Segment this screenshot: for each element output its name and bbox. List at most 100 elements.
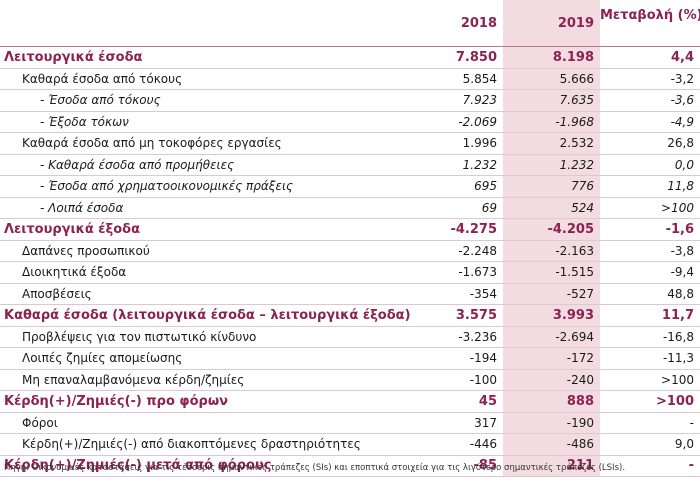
value-2018: 695 — [405, 175, 503, 198]
value-2018: 317 — [405, 412, 503, 434]
value-2018: 7.923 — [405, 89, 503, 112]
value-2018: -354 — [405, 283, 503, 305]
table-row: Καθαρά έσοδα από τόκους 5.854 5.666 -3,2 — [0, 68, 700, 90]
table-row: Λειτουργικά έξοδα -4.275 -4.205 -1,6 — [0, 218, 700, 241]
header-label-cell — [0, 0, 405, 47]
value-change: 26,8 — [600, 132, 700, 155]
value-2019: -190 — [503, 412, 600, 434]
value-2018: -1.673 — [405, 261, 503, 284]
value-change: 4,4 — [600, 46, 700, 69]
row-label: Καθαρά έσοδα από τόκους — [0, 68, 405, 90]
value-change: -1,6 — [600, 218, 700, 241]
value-change: - — [600, 455, 700, 477]
value-change: 11,7 — [600, 304, 700, 327]
table-row: Καθαρά έσοδα από μη τοκοφόρες εργασίες 1… — [0, 132, 700, 155]
value-2018: -2.248 — [405, 240, 503, 262]
value-2018: -85 — [405, 455, 503, 477]
value-2019: -2.163 — [503, 240, 600, 262]
row-label: Κέρδη(+)/Ζημιές(-) μετά από φόρους — [0, 455, 405, 477]
value-change: - — [600, 412, 700, 434]
value-change: >100 — [600, 390, 700, 413]
value-change: >100 — [600, 369, 700, 391]
row-label: Κέρδη(+)/Ζημιές(-) προ φόρων — [0, 390, 405, 413]
value-2018: 7.850 — [405, 46, 503, 69]
table-row: Διοικητικά έξοδα -1.673 -1.515 -9,4 — [0, 261, 700, 284]
table-row: - Έσοδα από χρηματοοικονομικές πράξεις 6… — [0, 175, 700, 198]
value-change: 48,8 — [600, 283, 700, 305]
value-2019: 8.198 — [503, 46, 600, 69]
value-2018: -2.069 — [405, 111, 503, 133]
row-label: Μη επαναλαμβανόμενα κέρδη/ζημίες — [0, 369, 405, 391]
value-2018: -446 — [405, 433, 503, 456]
value-change: -16,8 — [600, 326, 700, 348]
row-label: Προβλέψεις για τον πιστωτικό κίνδυνο — [0, 326, 405, 348]
table-row: Κέρδη(+)/Ζημιές(-) από διακοπτόμενες δρα… — [0, 433, 700, 456]
value-2019: -2.694 — [503, 326, 600, 348]
value-2019: -486 — [503, 433, 600, 456]
value-change: -3,8 — [600, 240, 700, 262]
value-change: -9,4 — [600, 261, 700, 284]
value-2019: 888 — [503, 390, 600, 413]
value-2018: -100 — [405, 369, 503, 391]
value-2019: -4.205 — [503, 218, 600, 241]
header-row: 2018 2019 Μεταβολή (%) — [0, 0, 700, 47]
value-2018: -3.236 — [405, 326, 503, 348]
header-year-2019: 2019 — [503, 0, 600, 47]
value-2018: -4.275 — [405, 218, 503, 241]
row-label: Λειτουργικά έξοδα — [0, 218, 405, 241]
value-2019: 2.532 — [503, 132, 600, 155]
table-row: Προβλέψεις για τον πιστωτικό κίνδυνο -3.… — [0, 326, 700, 348]
source-note: Πηγή: Οικονομικές καταστάσεις για τις τέ… — [4, 463, 626, 473]
value-2019: 1.232 — [503, 154, 600, 176]
table-row: - Καθαρά έσοδα από προμήθειες 1.232 1.23… — [0, 154, 700, 176]
row-label: Διοικητικά έξοδα — [0, 261, 405, 284]
value-change: 0,0 — [600, 154, 700, 176]
value-2019: 211 — [503, 455, 600, 477]
row-label: Κέρδη(+)/Ζημιές(-) από διακοπτόμενες δρα… — [0, 433, 405, 456]
row-label: - Λοιπά έσοδα — [0, 197, 405, 219]
row-label: Λοιπές ζημίες απομείωσης — [0, 347, 405, 370]
value-change: -11,3 — [600, 347, 700, 370]
value-2019: -527 — [503, 283, 600, 305]
row-label: Καθαρά έσοδα (λειτουργικά έσοδα – λειτου… — [0, 304, 411, 327]
row-label: Λειτουργικά έσοδα — [0, 46, 405, 69]
value-2019: 3.993 — [503, 304, 600, 327]
table-row: Λειτουργικά έσοδα 7.850 8.198 4,4 — [0, 46, 700, 69]
value-2019: 776 — [503, 175, 600, 198]
value-2019: -1.515 — [503, 261, 600, 284]
table-row: - Έξοδα τόκων -2.069 -1.968 -4,9 — [0, 111, 700, 133]
table-row: Λοιπές ζημίες απομείωσης -194 -172 -11,3 — [0, 347, 700, 370]
value-2018: 1.232 — [405, 154, 503, 176]
value-change: -3,2 — [600, 68, 700, 90]
row-label: - Έσοδα από τόκους — [0, 89, 405, 112]
value-2018: 5.854 — [405, 68, 503, 90]
row-label: - Έσοδα από χρηματοοικονομικές πράξεις — [0, 175, 405, 198]
table-row: Δαπάνες προσωπικού -2.248 -2.163 -3,8 — [0, 240, 700, 262]
value-2018: -194 — [405, 347, 503, 370]
value-change: -4,9 — [600, 111, 700, 133]
value-2018: 69 — [405, 197, 503, 219]
value-2019: 5.666 — [503, 68, 600, 90]
row-label: - Καθαρά έσοδα από προμήθειες — [0, 154, 405, 176]
value-2018: 3.575 — [405, 304, 503, 327]
header-year-2018: 2018 — [405, 0, 503, 47]
table-row: Φόροι 317 -190 - — [0, 412, 700, 434]
table-row: - Λοιπά έσοδα 69 524 >100 — [0, 197, 700, 219]
table-row: - Έσοδα από τόκους 7.923 7.635 -3,6 — [0, 89, 700, 112]
value-change: 9,0 — [600, 433, 700, 456]
row-label: - Έξοδα τόκων — [0, 111, 405, 133]
row-label: Καθαρά έσοδα από μη τοκοφόρες εργασίες — [0, 132, 405, 155]
row-label: Αποσβέσεις — [0, 283, 405, 305]
value-2019: -1.968 — [503, 111, 600, 133]
table-row: Κέρδη(+)/Ζημιές(-) προ φόρων 45 888 >100 — [0, 390, 700, 413]
table-row: Καθαρά έσοδα (λειτουργικά έσοδα – λειτου… — [0, 304, 700, 327]
value-change: >100 — [600, 197, 700, 219]
value-change: 11,8 — [600, 175, 700, 198]
value-2019: -172 — [503, 347, 600, 370]
value-2019: 524 — [503, 197, 600, 219]
header-change: Μεταβολή (%) — [600, 0, 700, 47]
value-2019: 7.635 — [503, 89, 600, 112]
row-label: Φόροι — [0, 412, 405, 434]
